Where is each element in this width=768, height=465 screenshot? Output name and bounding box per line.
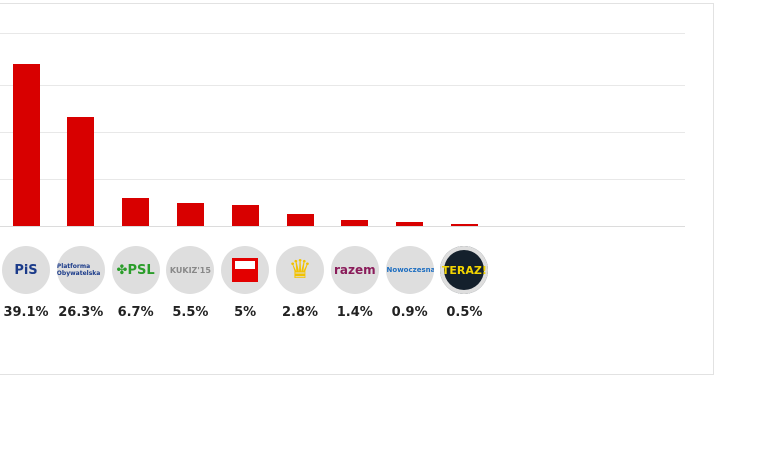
data-label: 5.5% — [172, 305, 209, 320]
baseline — [0, 226, 685, 227]
bar — [122, 198, 150, 226]
data-label: 6.7% — [117, 305, 154, 320]
data-label: 2.8% — [281, 305, 319, 320]
bar — [286, 214, 314, 226]
bar — [231, 205, 259, 226]
data-label: 5% — [234, 305, 257, 320]
party-logo: ✤PSL — [111, 246, 160, 294]
party-logo: KUKIZ'15 — [166, 246, 215, 294]
data-label: 0.9% — [391, 305, 428, 320]
party-logo: razem — [330, 246, 379, 294]
bar — [67, 117, 95, 226]
gridline — [0, 85, 685, 86]
party-logo — [221, 246, 270, 294]
party-logo: .Nowoczesna — [385, 246, 434, 294]
bar — [396, 222, 424, 226]
party-logo: ♛ — [276, 246, 324, 294]
bar — [12, 64, 40, 226]
party-logo: TERAZ! — [440, 246, 489, 294]
party-logo: PiS — [2, 246, 50, 294]
party-logo: Platforma Obywatelska — [56, 246, 105, 294]
bar — [450, 223, 478, 226]
bar — [176, 203, 204, 226]
data-label: 0.5% — [446, 305, 483, 320]
chart-panel: PiS 39.1% Platforma Obywatelska 26.3% ✤PSL 6.… — [0, 3, 714, 375]
data-label: 26.3% — [58, 305, 104, 320]
gridline — [0, 33, 685, 34]
bar — [341, 220, 369, 226]
data-label: 39.1% — [3, 305, 49, 320]
gridline — [0, 132, 685, 133]
data-label: 1.4% — [336, 305, 373, 320]
gridline — [0, 179, 685, 180]
